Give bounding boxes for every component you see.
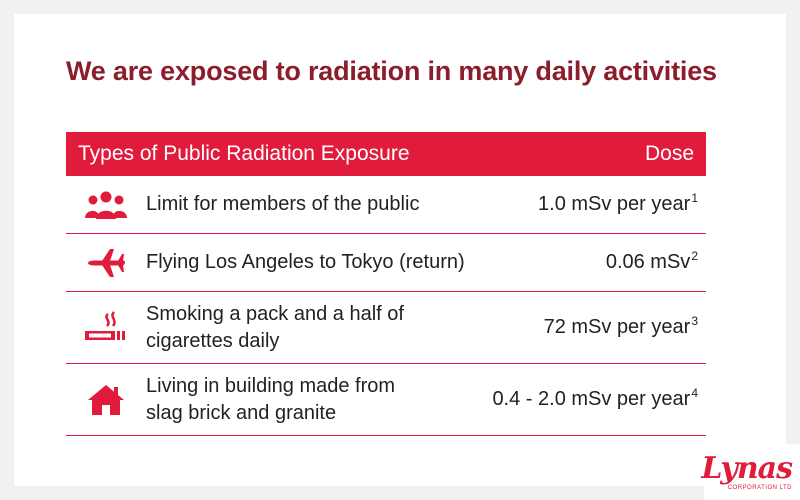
cigarette-icon [66,310,146,346]
slide: We are exposed to radiation in many dail… [14,14,786,486]
table-row: Smoking a pack and a half of cigarettes … [66,292,706,364]
house-icon [66,383,146,417]
lynas-logo: Lynas CORPORATION LTD [701,444,800,500]
table-row: Limit for members of the public 1.0 mSv … [66,176,706,234]
row-dose: 0.06 mSv2 [605,249,698,273]
footnote: 4 [691,386,698,401]
people-icon [66,190,146,220]
logo-subtitle: CORPORATION LTD [727,484,792,491]
slide-title: We are exposed to radiation in many dail… [66,56,717,86]
table-header: Types of Public Radiation Exposure Dose [66,132,706,176]
row-label: Flying Los Angeles to Tokyo (return) [146,251,465,273]
table-row: Flying Los Angeles to Tokyo (return) 0.0… [66,234,706,292]
table-row: Living in building made from slag brick … [66,364,706,436]
airplane-icon [66,248,146,278]
footnote: 2 [691,249,698,264]
footnote: 1 [691,191,698,206]
row-dose: 0.4 - 2.0 mSv per year4 [492,386,698,410]
exposure-table: Types of Public Radiation Exposure Dose … [66,132,706,436]
row-label: Living in building made from slag brick … [146,374,396,424]
row-dose: 72 mSv per year3 [543,314,698,338]
header-dose: Dose [644,142,694,165]
header-type: Types of Public Radiation Exposure [78,142,410,165]
footnote: 3 [691,314,698,329]
row-label: Limit for members of the public [146,193,420,215]
logo-word: Lynas [701,450,793,486]
row-label: Smoking a pack and a half of cigarettes … [146,302,404,352]
row-dose: 1.0 mSv per year1 [538,191,698,215]
